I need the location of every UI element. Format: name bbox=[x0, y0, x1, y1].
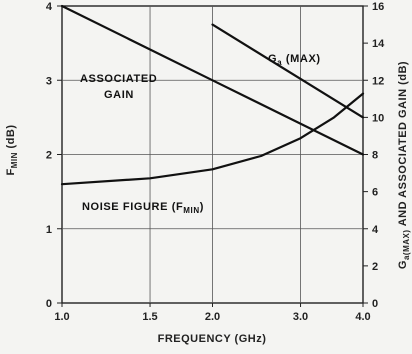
right-tick-label: 6 bbox=[372, 187, 378, 199]
associated-gain-label-line2: GAIN bbox=[104, 89, 134, 101]
right-axis-ticks: 0 2 4 6 8 10 12 14 16 bbox=[363, 1, 385, 310]
left-axis-label: FMIN (dB) bbox=[5, 125, 19, 176]
right-tick-label: 10 bbox=[372, 112, 384, 124]
left-tick-label: 4 bbox=[46, 1, 53, 13]
left-axis-ticks: 0 1 2 3 4 bbox=[46, 1, 62, 310]
series-lines bbox=[60, 4, 365, 186]
x-tick-label: 2.0 bbox=[205, 311, 220, 323]
x-tick-label: 3.0 bbox=[293, 311, 308, 323]
x-tick-label: 1.0 bbox=[54, 311, 69, 323]
grid bbox=[62, 6, 363, 303]
ga-max-label: Ga (MAX) bbox=[268, 53, 321, 67]
left-tick-label: 1 bbox=[46, 224, 52, 236]
noise-figure-label: NOISE FIGURE (FMIN) bbox=[82, 201, 204, 215]
x-axis-label: FREQUENCY (GHz) bbox=[158, 333, 267, 345]
left-tick-label: 3 bbox=[46, 75, 52, 87]
right-tick-label: 0 bbox=[372, 298, 378, 310]
x-tick-label: 4.0 bbox=[355, 311, 370, 323]
right-tick-label: 4 bbox=[372, 224, 379, 236]
right-tick-label: 2 bbox=[372, 261, 378, 273]
right-tick-label: 8 bbox=[372, 150, 378, 162]
noise-figure-f-min-line bbox=[60, 92, 365, 186]
x-tick-label: 1.5 bbox=[142, 311, 157, 323]
x-axis-ticks: 1.0 1.5 2.0 3.0 4.0 bbox=[54, 303, 371, 323]
associated-gain-label-line1: ASSOCIATED bbox=[80, 73, 157, 85]
left-tick-label: 0 bbox=[46, 298, 52, 310]
right-tick-label: 14 bbox=[372, 38, 385, 50]
left-tick-label: 2 bbox=[46, 150, 52, 162]
right-tick-label: 16 bbox=[372, 1, 384, 13]
g-a-max-line bbox=[211, 23, 365, 119]
right-axis-label: Ga(MAX) AND ASSOCIATED GAIN (dB) bbox=[397, 61, 411, 269]
right-tick-label: 12 bbox=[372, 75, 384, 87]
